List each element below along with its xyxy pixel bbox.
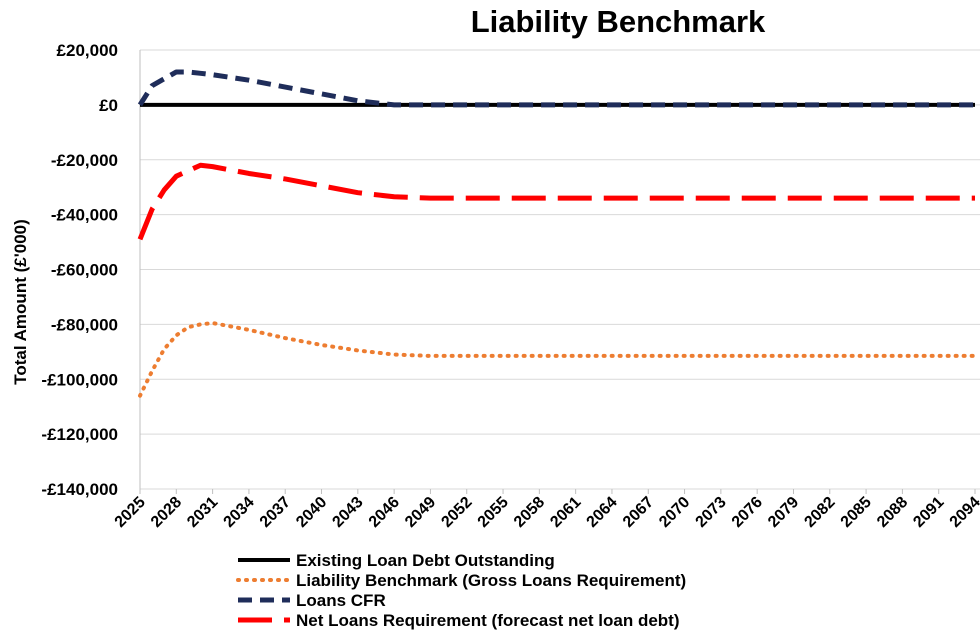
x-tick-label: 2064 xyxy=(584,494,621,531)
x-tick-label: 2091 xyxy=(910,494,947,531)
y-tick-label: £20,000 xyxy=(57,41,118,60)
x-tick-label: 2088 xyxy=(874,494,911,531)
y-tick-label: -£60,000 xyxy=(51,261,118,280)
x-tick-label: 2067 xyxy=(620,494,657,531)
legend-label: Net Loans Requirement (forecast net loan… xyxy=(296,611,680,630)
series-line xyxy=(137,162,975,241)
x-tick-label: 2052 xyxy=(438,494,475,531)
x-tick-label: 2028 xyxy=(148,494,185,531)
x-tick-label: 2031 xyxy=(184,494,221,531)
x-tick-label: 2079 xyxy=(765,494,802,531)
series-line xyxy=(137,69,975,108)
y-tick-label: -£80,000 xyxy=(51,315,118,334)
x-tick-label: 2049 xyxy=(402,494,439,531)
x-tick-label: 2055 xyxy=(475,494,512,531)
x-tick-label: 2034 xyxy=(221,494,258,531)
x-tick-label: 2043 xyxy=(329,494,366,531)
y-axis-label: Total Amount (£'000) xyxy=(11,219,30,385)
x-tick-label: 2073 xyxy=(693,494,730,531)
x-tick-label: 2058 xyxy=(511,494,548,531)
x-tick-label: 2070 xyxy=(656,494,693,531)
chart-title: Liability Benchmark xyxy=(471,4,766,39)
legend-label: Existing Loan Debt Outstanding xyxy=(296,551,555,570)
x-tick-label: 2076 xyxy=(729,494,766,531)
y-tick-label: -£100,000 xyxy=(41,370,118,389)
series-line xyxy=(138,321,977,398)
legend-label: Liability Benchmark (Gross Loans Require… xyxy=(296,571,686,590)
y-tick-label: £0 xyxy=(99,96,118,115)
x-tick-label: 2082 xyxy=(801,494,838,531)
x-tick-label: 2061 xyxy=(547,494,584,531)
y-tick-label: -£20,000 xyxy=(51,151,118,170)
x-tick-label: 2037 xyxy=(257,494,294,531)
y-tick-label: -£140,000 xyxy=(41,480,118,499)
x-tick-label: 2094 xyxy=(947,494,980,531)
legend-label: Loans CFR xyxy=(296,591,386,610)
x-tick-label: 2046 xyxy=(366,494,403,531)
x-tick-label: 2085 xyxy=(838,494,875,531)
x-tick-label: 2025 xyxy=(112,494,149,531)
y-tick-label: -£120,000 xyxy=(41,425,118,444)
x-tick-label: 2040 xyxy=(293,494,330,531)
y-tick-label: -£40,000 xyxy=(51,206,118,225)
